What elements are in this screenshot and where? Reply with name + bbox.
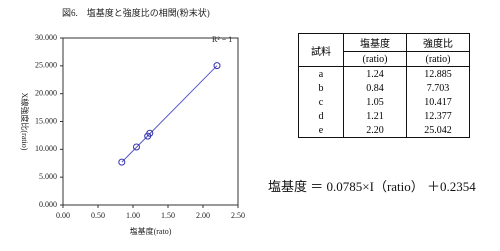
table-cell: 2.20 xyxy=(343,123,407,138)
table-cell: e xyxy=(298,123,344,138)
eq-sign: ＝ xyxy=(310,179,324,194)
y-axis-title: X線強度比(ratio) xyxy=(20,93,30,151)
table-cell: 1.05 xyxy=(343,95,407,109)
plot-area xyxy=(62,37,239,206)
table-header: 試料 xyxy=(298,33,344,67)
table-header: 塩基度 xyxy=(343,33,407,52)
y-tick-label: 0.000 xyxy=(39,200,57,209)
table-row: d 1.21 12.377 xyxy=(298,109,470,123)
table-cell: 25.042 xyxy=(406,123,470,138)
eq-intercept: 0.2354 xyxy=(440,179,476,194)
table-cell: c xyxy=(298,95,344,109)
table-row: b 0.84 7.703 xyxy=(298,81,470,95)
table-cell: 12.377 xyxy=(406,109,470,123)
data-point xyxy=(118,158,126,166)
x-tick-label: 2.50 xyxy=(231,211,245,220)
data-point xyxy=(144,132,152,140)
y-tick-label: 5.000 xyxy=(39,172,57,181)
table-cell: b xyxy=(298,81,344,95)
table-cell: 7.703 xyxy=(406,81,470,95)
trend-line xyxy=(121,65,218,163)
table-cell: 0.84 xyxy=(343,81,407,95)
x-tick-label: 1.00 xyxy=(126,211,140,220)
x-tick-label: 2.00 xyxy=(196,211,210,220)
figure-title: 図6. 塩基度と強度比の相関(粉末状) xyxy=(62,8,210,18)
y-tick-label: 20.000 xyxy=(35,88,57,97)
eq-slope: 0.0785 xyxy=(326,179,363,194)
table-row: a 1.24 12.885 xyxy=(298,66,470,81)
table-header: 強度比 xyxy=(406,33,470,52)
eq-plus: ＋ xyxy=(427,179,441,194)
x-tick-label: 1.50 xyxy=(161,211,175,220)
eq-lhs: 塩基度 xyxy=(268,179,308,194)
table-cell: 10.417 xyxy=(406,95,470,109)
table-cell: 12.885 xyxy=(406,66,470,81)
table-row: e 2.20 25.042 xyxy=(298,123,470,138)
table-cell: a xyxy=(298,66,344,81)
y-tick-label: 15.000 xyxy=(35,116,57,125)
y-tick-label: 10.000 xyxy=(35,144,57,153)
x-tick-label: 0.00 xyxy=(56,211,70,220)
data-point xyxy=(133,143,140,151)
x-tick-label: 0.50 xyxy=(91,211,105,220)
r2-annotation: R² = 1 xyxy=(212,35,232,44)
table-cell: 1.21 xyxy=(343,109,407,123)
table-header: (ratio) xyxy=(343,51,407,67)
data-table: 試料 塩基度 強度比 (ratio) (ratio) a 1.24 12.885 b 0… xyxy=(298,33,470,138)
table-row: c 1.05 10.417 xyxy=(298,95,470,109)
eq-term: ×I（ratio） xyxy=(362,179,424,194)
table-header: (ratio) xyxy=(406,51,470,67)
equation: 塩基度 ＝ 0.0785×I（ratio） ＋0.2354 xyxy=(268,176,476,195)
table-body: a 1.24 12.885 b 0.84 7.703 c 1.05 10.417 d 1.21 12.… xyxy=(298,66,470,138)
x-axis-title: 塩基度(rato) xyxy=(130,226,172,236)
table-cell: d xyxy=(298,109,344,123)
data-point xyxy=(213,62,221,70)
y-tick-label: 30.000 xyxy=(35,33,57,42)
table-cell: 1.24 xyxy=(343,66,407,81)
y-tick-label: 25.000 xyxy=(35,61,57,70)
